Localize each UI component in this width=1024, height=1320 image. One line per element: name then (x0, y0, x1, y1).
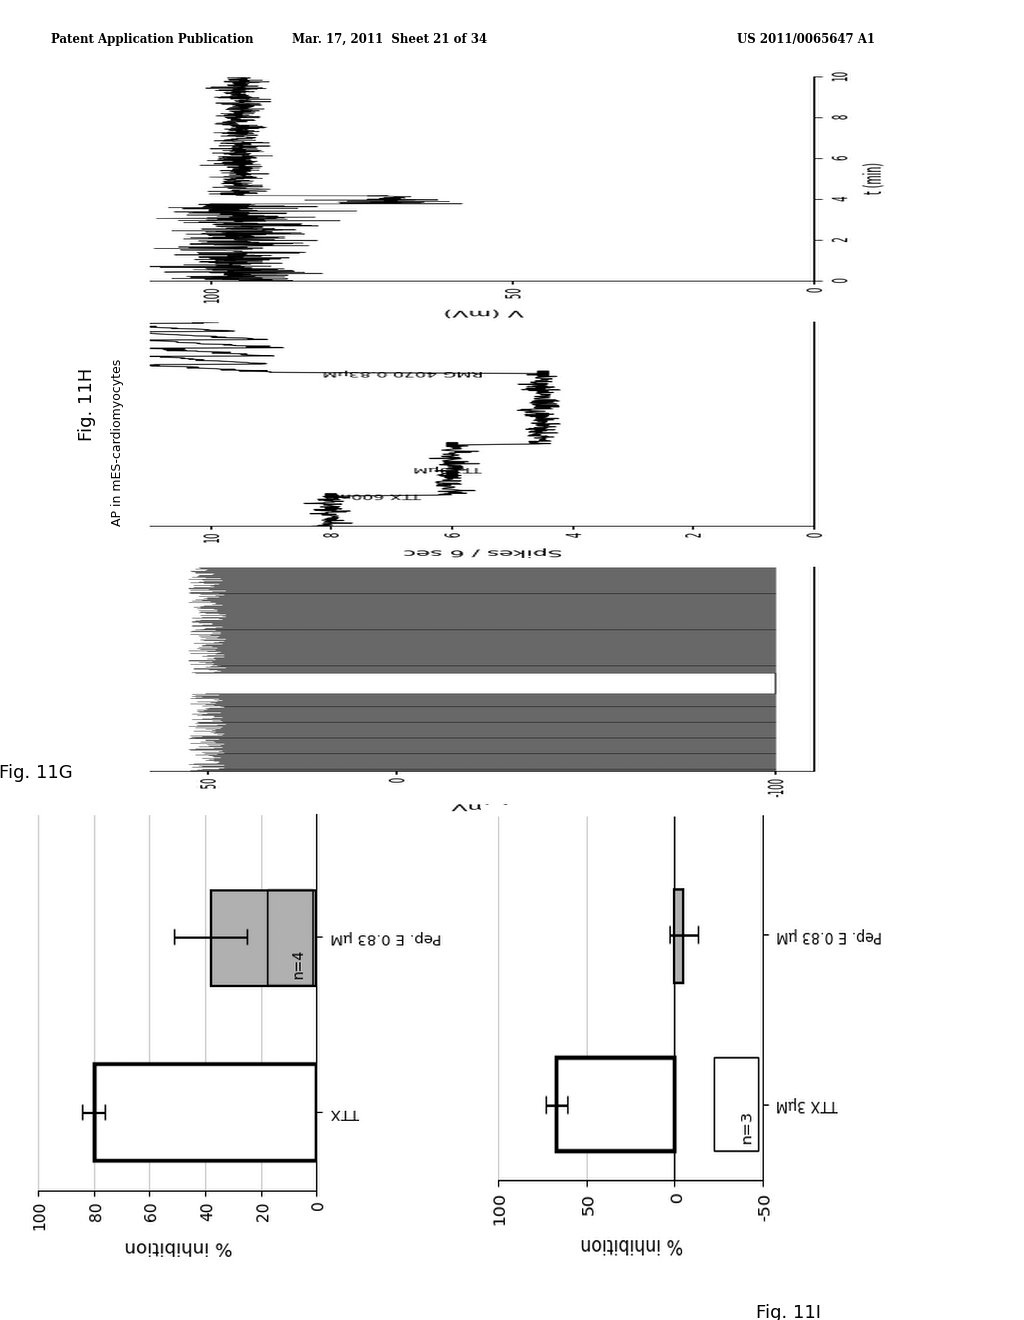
Text: US 2011/0065647 A1: US 2011/0065647 A1 (737, 33, 876, 46)
Text: Patent Application Publication: Patent Application Publication (51, 33, 254, 46)
Text: Fig. 11I: Fig. 11I (756, 1304, 821, 1320)
Text: AP in mES-cardiomyocytes: AP in mES-cardiomyocytes (112, 359, 124, 525)
Text: Fig. 11G: Fig. 11G (0, 764, 73, 781)
Text: Fig. 11H: Fig. 11H (78, 368, 96, 441)
Text: Mar. 17, 2011  Sheet 21 of 34: Mar. 17, 2011 Sheet 21 of 34 (292, 33, 486, 46)
